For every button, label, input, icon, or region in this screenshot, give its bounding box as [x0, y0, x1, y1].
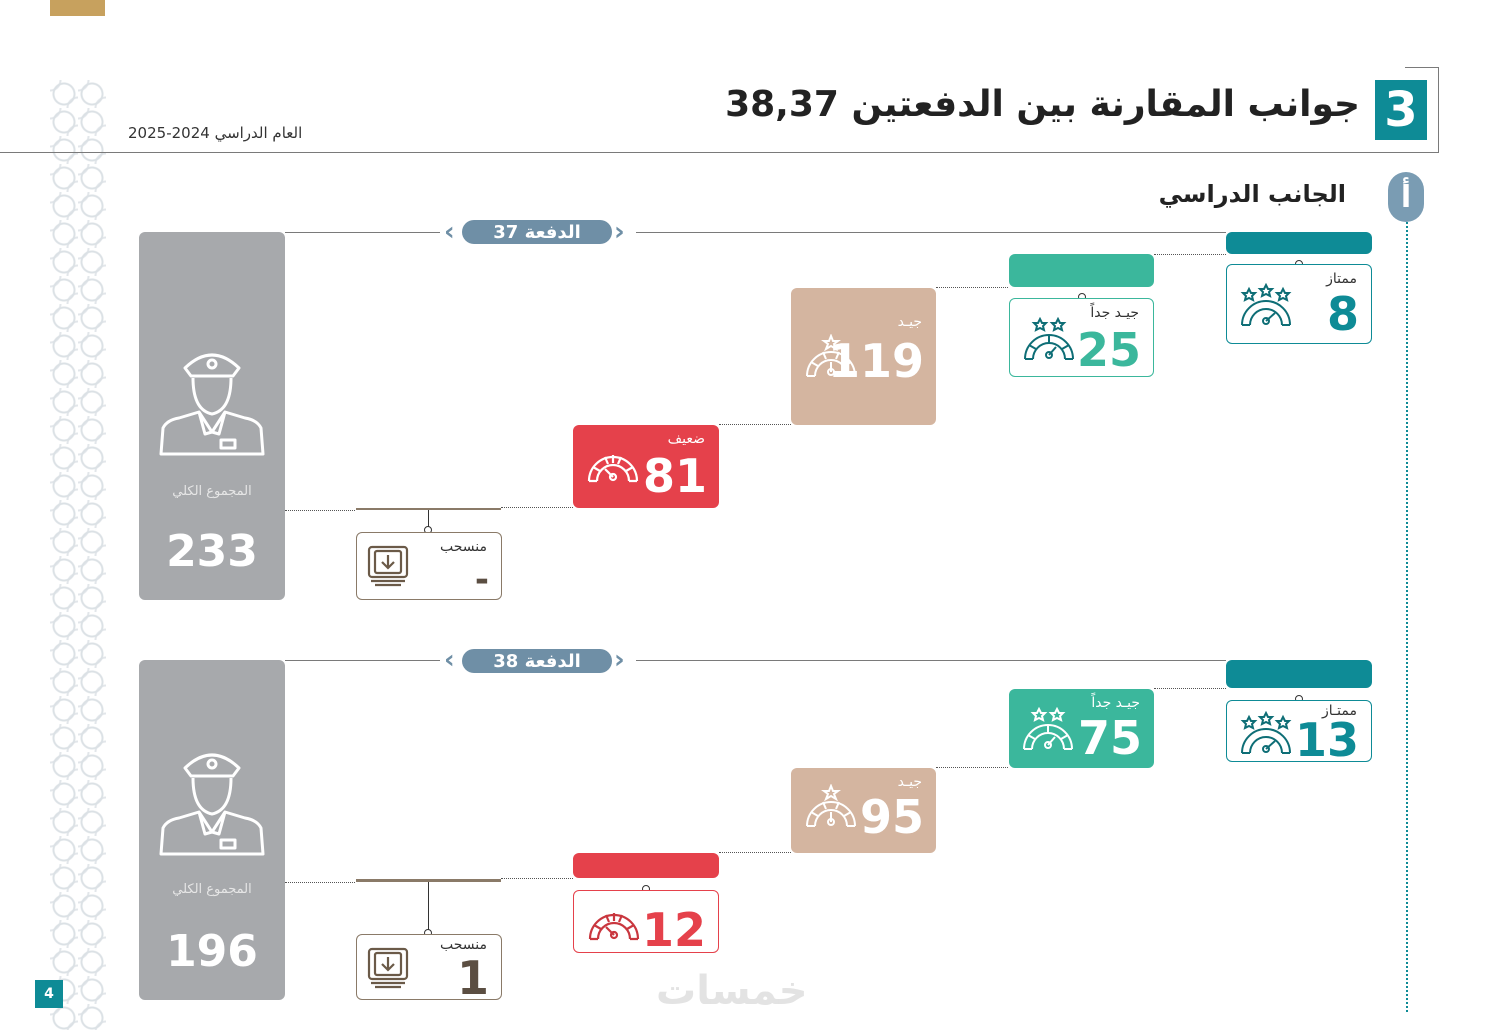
- academic-year: العام الدراسي 2024-2025: [128, 124, 303, 142]
- good37-card: جيـد 119: [791, 288, 936, 425]
- officer-icon: [159, 353, 265, 456]
- batch38-header-line-right: [636, 660, 1226, 661]
- connector: [1154, 254, 1226, 255]
- connector: [1154, 688, 1226, 689]
- good37-label: جيـد: [897, 314, 922, 330]
- withdrawn37-card: منسحب -: [356, 532, 502, 600]
- batch37-total-value: 233: [166, 526, 258, 577]
- withdrawn37-value: -: [474, 560, 489, 600]
- weak37-label: ضعيف: [667, 431, 705, 447]
- weak38-value: 12: [641, 903, 706, 957]
- side-ornament-pattern: [50, 80, 106, 1030]
- weak38-bar: [573, 853, 719, 878]
- batch37-header-line-right: [636, 232, 1226, 233]
- gauge-stars-icon: [1024, 317, 1074, 360]
- withdrawn38-value: 1: [456, 951, 489, 1005]
- chevron-left-icon: ‹: [444, 645, 455, 675]
- batch38-header-line-left: [285, 660, 440, 661]
- gauge-stars-icon: [1023, 707, 1073, 750]
- excellent37-bar: [1226, 232, 1372, 254]
- header-divider: [0, 152, 1438, 153]
- excellent38-value: 13: [1294, 713, 1359, 767]
- verygood37-card: جيـد جداً 25: [1009, 298, 1154, 377]
- gauge-three-stars-icon: [1240, 711, 1292, 754]
- excellent38-label: ممتـاز: [1322, 703, 1357, 719]
- verygood37-value: 25: [1076, 323, 1141, 377]
- connector: [719, 852, 791, 853]
- subsection-title: الجانب الدراسي: [1158, 180, 1346, 208]
- top-accent-bar: [50, 0, 105, 16]
- page-title: جوانب المقارنة بين الدفعتين 38,37: [725, 84, 1360, 125]
- batch37-total-card: المجموع الكلي 233: [139, 232, 285, 600]
- connector-stem: [428, 882, 429, 930]
- batch37-total-label: المجموع الكلي: [172, 484, 252, 499]
- gauge-star-icon: [806, 784, 856, 827]
- batch37-header-line-left: [285, 232, 440, 233]
- batch38-label: الدفعة 38: [462, 649, 612, 673]
- batch38-total-card: المجموع الكلي 196: [139, 660, 285, 1000]
- good38-value: 95: [859, 790, 924, 844]
- excellent37-value: 8: [1326, 287, 1359, 341]
- gauge-three-stars-icon: [1240, 283, 1292, 326]
- weak38-card: 12: [573, 890, 719, 953]
- withdraw-icon: [367, 947, 409, 989]
- section-number-badge: 3: [1375, 80, 1427, 140]
- verygood37-bar: [1009, 254, 1154, 287]
- verygood38-card: جيـد جداً 75: [1009, 689, 1154, 768]
- batch38-total-label: المجموع الكلي: [172, 882, 252, 897]
- connector: [719, 424, 791, 425]
- verygood38-label: جيـد جداً: [1091, 695, 1140, 711]
- excellent38-card: ممتـاز 13: [1226, 700, 1372, 767]
- weak37-card: ضعيف 81: [573, 425, 719, 508]
- good38-card: جيـد 95: [791, 768, 936, 853]
- connector: [285, 510, 355, 511]
- gauge-icon: [588, 913, 640, 941]
- withdrawn37-bar: [356, 508, 501, 510]
- watermark: خمسات: [656, 968, 808, 1014]
- withdrawn38-card: منسحب 1: [356, 934, 502, 1005]
- excellent37-card: ممتاز 8: [1226, 264, 1372, 344]
- gauge-star-icon: [806, 334, 856, 377]
- connector-stem: [428, 510, 429, 530]
- weak37-value: 81: [642, 449, 707, 503]
- chevron-right-icon: ›: [614, 217, 625, 247]
- batch38-total-value: 196: [166, 926, 258, 977]
- batch37-label: الدفعة 37: [462, 220, 612, 244]
- withdraw-icon: [367, 545, 409, 587]
- connector: [285, 882, 355, 883]
- gauge-icon: [587, 455, 639, 483]
- withdrawn38-label: منسحب: [440, 937, 487, 953]
- withdrawn38-bar: [356, 879, 501, 882]
- header-frame-vertical: [1438, 67, 1439, 153]
- withdrawn37-label: منسحب: [440, 539, 487, 555]
- chevron-right-icon: ›: [614, 645, 625, 675]
- officer-icon: [159, 753, 265, 856]
- page-number: 4: [35, 980, 63, 1008]
- excellent37-label: ممتاز: [1326, 271, 1357, 287]
- verygood37-label: جيـد جداً: [1090, 305, 1139, 321]
- excellent38-bar: [1226, 660, 1372, 688]
- good37-value: 119: [827, 334, 924, 388]
- connector: [936, 287, 1008, 288]
- good38-label: جيـد: [897, 774, 922, 790]
- connector: [501, 878, 573, 879]
- timeline-dotted-line: [1406, 222, 1408, 1012]
- chevron-left-icon: ‹: [444, 217, 455, 247]
- subsection-badge: أ: [1388, 172, 1424, 222]
- connector: [501, 507, 573, 508]
- connector: [936, 767, 1008, 768]
- header-frame-horizontal: [1405, 67, 1439, 68]
- verygood38-value: 75: [1077, 711, 1142, 765]
